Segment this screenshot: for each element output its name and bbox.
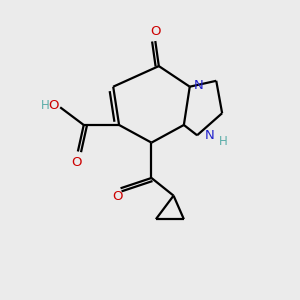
- Text: N: N: [205, 129, 214, 142]
- Text: O: O: [71, 156, 82, 169]
- Text: O: O: [48, 99, 59, 112]
- Text: N: N: [193, 79, 203, 92]
- Text: O: O: [112, 190, 123, 203]
- Text: H: H: [219, 135, 228, 148]
- Text: O: O: [150, 25, 160, 38]
- Text: H: H: [41, 99, 50, 112]
